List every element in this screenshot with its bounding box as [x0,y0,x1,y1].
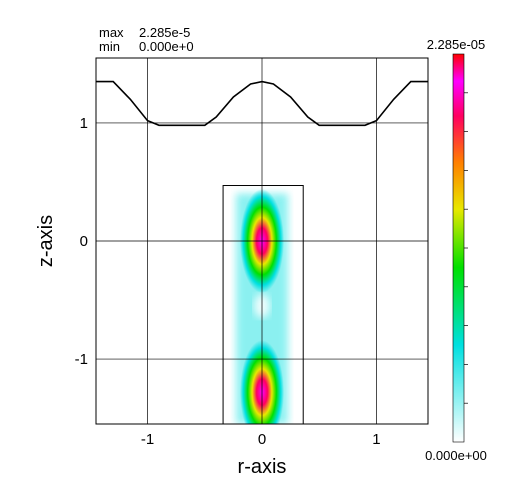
max-value: 2.285e-5 [139,25,190,40]
colorbar-ticks [464,92,468,404]
max-min-readout: max 2.285e-5 min 0.000e+0 [99,25,194,54]
x-tick-label: 1 [372,431,380,448]
field-heatmap [222,185,304,424]
colorbar-max-label: 2.285e-05 [427,37,486,52]
grid-lines [96,58,428,424]
colorbar-gradient [452,53,465,443]
min-label: min [99,39,120,54]
x-axis-label: r-axis [238,456,287,478]
y-tick-label: 1 [80,115,88,132]
colorbar: 2.285e-05 0.000e+00 [425,37,487,463]
max-label: max [99,25,124,40]
colorbar-min-label: 0.000e+00 [425,448,487,463]
y-tick-labels: -1 0 1 [75,115,88,368]
boundary-curve [96,80,428,127]
x-tick-labels: -1 0 1 [141,431,381,448]
x-tick-label: 0 [258,431,266,448]
y-axis-label: z-axis [35,215,57,267]
boundary-layer [96,80,428,127]
y-tick-label: -1 [75,351,88,368]
y-tick-label: 0 [80,233,88,250]
domain-rect [222,185,304,424]
plot-frame [95,57,429,425]
x-tick-label: -1 [141,431,154,448]
min-value: 0.000e+0 [139,39,194,54]
